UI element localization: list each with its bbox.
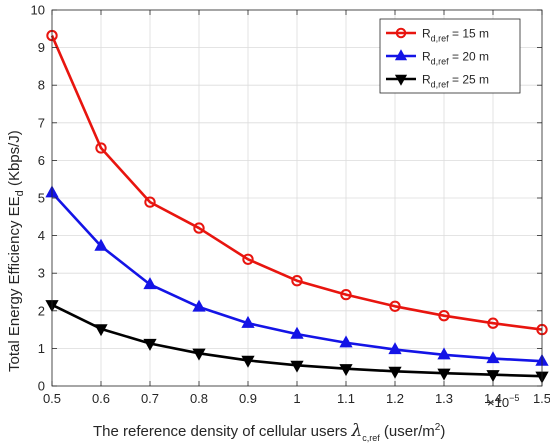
legend-marker [395,27,407,39]
y-tick-label: 4 [38,228,45,243]
data-point [486,351,500,364]
legend-item-1: Rd,ref = 15 m [386,27,489,44]
x-tick-label: 0.6 [92,391,110,406]
x-tick-label: 0.9 [239,391,257,406]
data-point [95,142,107,154]
y-tick-label: 3 [38,266,45,281]
legend-marker [394,49,408,61]
x-tick-label: 1.3 [435,391,453,406]
data-point [437,347,451,360]
data-point [388,342,402,355]
y-tick-label: 7 [38,115,45,130]
data-point [437,368,451,381]
y-tick-label: 2 [38,303,45,318]
data-point [94,324,108,337]
x-axis-label: The reference density of cellular users … [93,421,445,443]
data-point [192,348,206,361]
y-label-main: Total Energy Efficiency EE [6,196,23,372]
legend-label: Rd,ref = 20 m [422,50,489,67]
data-point [143,277,157,290]
series-layer [45,29,549,384]
data-point [193,222,205,234]
data-point [192,299,206,312]
series-2 [45,185,549,366]
y-tick-label: 0 [38,379,45,394]
data-point [487,317,499,329]
data-point [290,326,304,339]
y-label-unit: (Kbps/J) [6,130,23,190]
x-label-unit-sup: 2 [435,422,441,433]
data-point [486,370,500,383]
data-point [241,355,255,368]
data-point [242,253,254,265]
y-tick-label: 6 [38,153,45,168]
legend-item-2: Rd,ref = 20 m [386,49,489,67]
x-label-symbol: λ [350,421,362,441]
data-point [143,338,157,351]
x-tick-label: 1.5 [533,391,550,406]
x-label-unit-close: ) [440,423,445,440]
data-point [144,196,156,208]
data-point [290,360,304,373]
data-point [291,275,303,287]
x-tick-label: 0.5 [43,391,61,406]
x-tick-label: 0.7 [141,391,159,406]
y-tick-label: 10 [31,3,45,18]
legend-label: Rd,ref = 15 m [422,27,489,44]
legend-item-3: Rd,ref = 25 m [386,73,489,90]
series-line [50,35,543,331]
data-point [339,364,353,377]
y-label-sub: d [14,190,26,196]
data-point [388,366,402,379]
data-point [94,238,108,251]
y-tick-label: 9 [38,40,45,55]
x-tick-label: 1 [293,391,300,406]
legend-label: Rd,ref = 25 m [422,73,489,90]
y-tick-label: 1 [38,341,45,356]
x-tick-label: 1.2 [386,391,404,406]
x-label-unit: (user/m [380,423,435,440]
x-tick-label: 1.1 [337,391,355,406]
data-point [339,335,353,348]
y-tick-label: 5 [38,191,45,206]
ticks: 0.5 0.6 0.7 0.8 0.9 1 1.1 1.2 1.3 1.4 1.5 0 1 2 3 4 5 6 7 8… [31,3,550,407]
data-point [241,315,255,328]
data-point [389,300,401,312]
x-label-main: The reference density of cellular users [93,423,351,440]
data-point [438,310,450,322]
y-tick-label: 8 [38,78,45,93]
legend-marker [394,74,408,86]
x-label-symbol-sub: c,ref [362,433,380,443]
x-exponent-power: −5 [509,393,519,403]
x-tick-label: 1.4 [484,391,502,406]
x-exponent-base: ×10 [487,395,509,410]
legend: Rd,ref = 15 m Rd,ref = 20 m Rd,ref = 25 m [379,18,521,94]
data-point [340,288,352,301]
series-1 [46,29,548,336]
x-axis-exponent: ×10−5 [487,393,519,410]
x-tick-label: 0.8 [190,391,208,406]
y-axis-label: Total Energy Efficiency EEd (Kbps/J) [6,130,26,372]
